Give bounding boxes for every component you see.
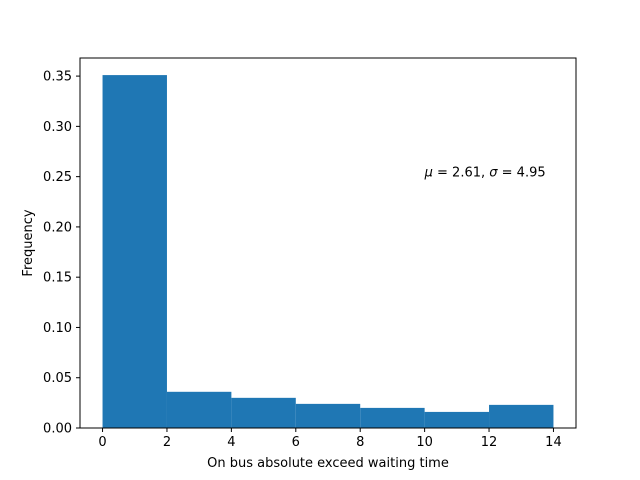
- histogram-bar: [295, 403, 361, 428]
- x-tick-label: 6: [292, 435, 300, 450]
- y-axis-label: Frequency: [21, 209, 36, 276]
- x-tick-label: 4: [227, 435, 235, 450]
- mu-value: = 2.61,: [433, 166, 489, 181]
- x-tick-label: 8: [356, 435, 364, 450]
- y-tick-label: 0.30: [43, 120, 72, 135]
- x-tick-label: 0: [98, 435, 106, 450]
- x-axis-label: On bus absolute exceed waiting time: [207, 456, 449, 471]
- y-axis-ticks: 0.00 0.05 0.10 0.15 0.20 0.25 0.30 0.35: [43, 70, 80, 437]
- histogram-bar: [489, 404, 554, 428]
- stats-annotation: μ = 2.61, σ = 4.95: [424, 166, 546, 181]
- histogram-bar: [102, 75, 167, 428]
- plot-frame: [79, 57, 577, 429]
- sigma-value: = 4.95: [498, 166, 546, 181]
- y-tick-label: 0.10: [43, 321, 72, 336]
- x-tick-label: 12: [481, 435, 498, 450]
- x-tick-label: 10: [416, 435, 433, 450]
- y-tick-label: 0.15: [43, 271, 72, 286]
- histogram-bar: [360, 407, 425, 428]
- y-tick-label: 0.25: [43, 170, 72, 185]
- histogram-bar: [166, 391, 232, 428]
- x-axis-ticks: 0 2 4 6 8 10 12 14: [98, 428, 562, 450]
- histogram-bar: [424, 411, 490, 428]
- histogram-bars: [102, 75, 554, 428]
- y-tick-label: 0.35: [43, 70, 72, 85]
- sigma-symbol: σ: [489, 166, 498, 181]
- mu-symbol: μ: [424, 166, 433, 181]
- histogram-bar: [231, 397, 296, 428]
- x-tick-label: 2: [163, 435, 171, 450]
- x-tick-label: 14: [545, 435, 562, 450]
- y-tick-label: 0.20: [43, 220, 72, 235]
- y-tick-label: 0.05: [43, 371, 72, 386]
- y-tick-label: 0.00: [43, 422, 72, 437]
